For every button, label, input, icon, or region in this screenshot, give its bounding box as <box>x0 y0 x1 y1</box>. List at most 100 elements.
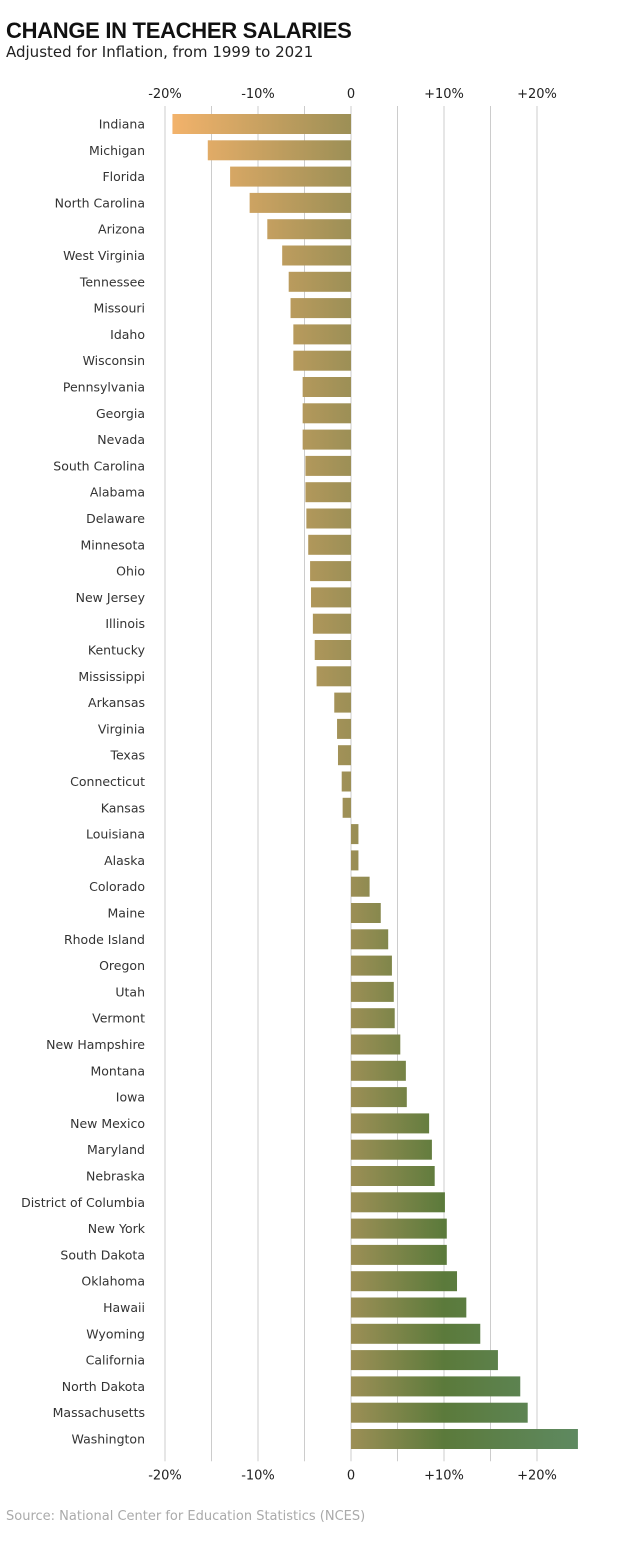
x-tick-label-bottom: 0 <box>347 1468 355 1483</box>
bar <box>351 1350 498 1371</box>
bar <box>351 981 394 1002</box>
bar <box>310 561 351 582</box>
category-label: Maine <box>107 906 145 921</box>
category-label: Alaska <box>104 853 145 868</box>
source-note: Source: National Center for Education St… <box>6 1509 366 1524</box>
chart-subtitle: Adjusted for Inflation, from 1999 to 202… <box>6 43 314 61</box>
bar <box>267 219 351 240</box>
category-label: New Jersey <box>76 590 146 605</box>
category-label: Utah <box>115 984 145 999</box>
category-label: Nevada <box>97 432 145 447</box>
category-label: Minnesota <box>80 537 145 552</box>
x-tick-label-top: -20% <box>148 87 182 102</box>
bar <box>293 350 351 371</box>
bar <box>351 1139 432 1160</box>
bar <box>249 192 351 213</box>
category-label: Indiana <box>99 117 145 132</box>
bar <box>288 271 351 292</box>
bar <box>351 824 359 845</box>
bar <box>207 140 351 161</box>
category-label: Mississippi <box>78 669 145 684</box>
chart-title: CHANGE IN TEACHER SALARIES <box>6 18 352 43</box>
category-label: Hawaii <box>103 1300 145 1315</box>
bar <box>341 771 351 792</box>
x-tick-label-top: +20% <box>517 87 557 102</box>
bar <box>351 955 392 976</box>
category-label: Alabama <box>90 485 145 500</box>
bar <box>302 403 351 424</box>
bar <box>342 797 351 818</box>
category-label: West Virginia <box>63 248 145 263</box>
bar <box>311 587 351 608</box>
bar <box>351 1271 458 1292</box>
bar-chart: -20% -20% -10% -10% 0 0 +10% +10% +20% +20% Indian… <box>21 87 578 1483</box>
bar <box>351 1402 528 1423</box>
x-tick-label-bottom: -20% <box>148 1468 182 1483</box>
bar <box>308 534 351 555</box>
category-label: Arkansas <box>88 695 145 710</box>
bar <box>230 166 351 187</box>
bar <box>314 640 351 660</box>
category-label: New Hampshire <box>46 1037 145 1052</box>
bar <box>351 1113 430 1134</box>
bar <box>351 903 381 923</box>
bar <box>293 324 351 345</box>
category-label: Missouri <box>94 301 145 316</box>
bar <box>351 850 359 871</box>
category-label: Massachusetts <box>53 1405 145 1420</box>
category-label: North Carolina <box>55 195 145 210</box>
bar <box>302 429 351 450</box>
x-tick-label-top: 0 <box>347 87 355 102</box>
category-label: Florida <box>102 169 145 184</box>
x-tick-label-bottom: +20% <box>517 1468 557 1483</box>
bar <box>172 114 351 134</box>
category-label: Rhode Island <box>64 932 145 947</box>
bar <box>316 666 351 687</box>
category-label: Pennsylvania <box>63 380 145 395</box>
category-label: New York <box>88 1221 146 1236</box>
category-label: Tennessee <box>79 274 145 289</box>
category-label: Louisiana <box>86 827 145 842</box>
category-label: Michigan <box>89 143 145 158</box>
category-label: Nebraska <box>86 1169 145 1184</box>
bar <box>351 1192 445 1213</box>
bar <box>351 929 389 950</box>
category-label: North Dakota <box>62 1379 145 1394</box>
bar <box>351 876 370 897</box>
bar <box>351 1034 401 1055</box>
category-label: Texas <box>109 748 145 763</box>
bar <box>351 1166 435 1186</box>
x-tick-label-top: -10% <box>241 87 275 102</box>
category-label: Georgia <box>96 406 145 421</box>
bar <box>290 298 351 319</box>
bar <box>305 482 351 503</box>
category-label: New Mexico <box>70 1116 145 1131</box>
category-label: Vermont <box>92 1011 145 1026</box>
category-label: Delaware <box>86 511 145 526</box>
x-tick-label-top: +10% <box>424 87 464 102</box>
bar <box>302 377 351 397</box>
category-label: Montana <box>91 1063 146 1078</box>
category-label: Ohio <box>116 564 145 579</box>
category-label: Iowa <box>116 1090 145 1105</box>
category-label: Illinois <box>105 616 145 631</box>
bar <box>337 745 351 766</box>
category-label: Washington <box>72 1432 145 1447</box>
bar <box>351 1429 578 1449</box>
x-tick-label-bottom: +10% <box>424 1468 464 1483</box>
category-label: California <box>86 1353 145 1368</box>
category-label: Kansas <box>101 800 145 815</box>
bar <box>305 455 351 476</box>
bar <box>351 1244 447 1265</box>
category-label: Maryland <box>87 1142 145 1157</box>
bar <box>351 1376 521 1397</box>
bar <box>351 1008 395 1029</box>
category-label: Wyoming <box>86 1326 145 1341</box>
category-label: Idaho <box>110 327 145 342</box>
bar <box>334 692 351 713</box>
bar <box>337 718 351 739</box>
category-label: Oregon <box>99 958 145 973</box>
category-label: Oklahoma <box>81 1274 145 1289</box>
x-tick-label-bottom: -10% <box>241 1468 275 1483</box>
category-label: Connecticut <box>70 774 145 789</box>
